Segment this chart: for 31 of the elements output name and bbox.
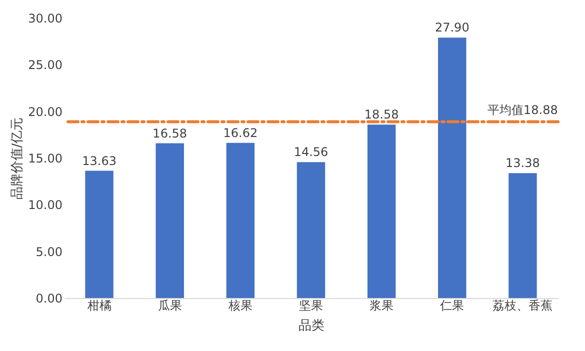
- bar: [438, 38, 466, 298]
- bar: [296, 162, 326, 298]
- y-tick-label: 30.00: [28, 12, 62, 26]
- bar: [156, 143, 184, 298]
- bar: [226, 142, 255, 298]
- bar: [85, 170, 114, 298]
- y-tick-label: 20.00: [28, 104, 62, 119]
- x-axis-title: 品类: [298, 318, 324, 334]
- y-tick-label: 5.00: [36, 244, 62, 259]
- ref-line-label: 平均值18.88: [488, 102, 558, 117]
- x-tick-label: 核果: [227, 298, 252, 312]
- y-tick-label: 0.00: [36, 292, 62, 306]
- data-label: 27.90: [434, 20, 470, 35]
- x-tick-label: 浆果: [370, 298, 394, 312]
- y-tick-label: 10.00: [28, 198, 62, 212]
- data-label: 18.58: [364, 108, 399, 122]
- data-label: 16.62: [223, 126, 258, 140]
- x-tick-label: 仁果: [439, 298, 464, 312]
- data-label: 13.63: [82, 154, 116, 168]
- x-tick-label: 柑橘: [86, 298, 112, 312]
- data-label: 14.56: [294, 145, 328, 160]
- bar: [508, 173, 537, 298]
- bar: [367, 124, 396, 298]
- data-label: 16.58: [152, 126, 188, 140]
- y-tick-label: 25.00: [28, 58, 62, 72]
- x-tick-label: 坚果: [299, 298, 323, 312]
- y-tick-label: 15.00: [28, 152, 62, 166]
- x-tick-label: 瓜果: [158, 298, 182, 312]
- x-tick-label: 荔枝、香蕉: [492, 298, 553, 312]
- y-axis-title: 品牌价值/亿元: [10, 117, 26, 200]
- data-label: 13.38: [506, 156, 540, 170]
